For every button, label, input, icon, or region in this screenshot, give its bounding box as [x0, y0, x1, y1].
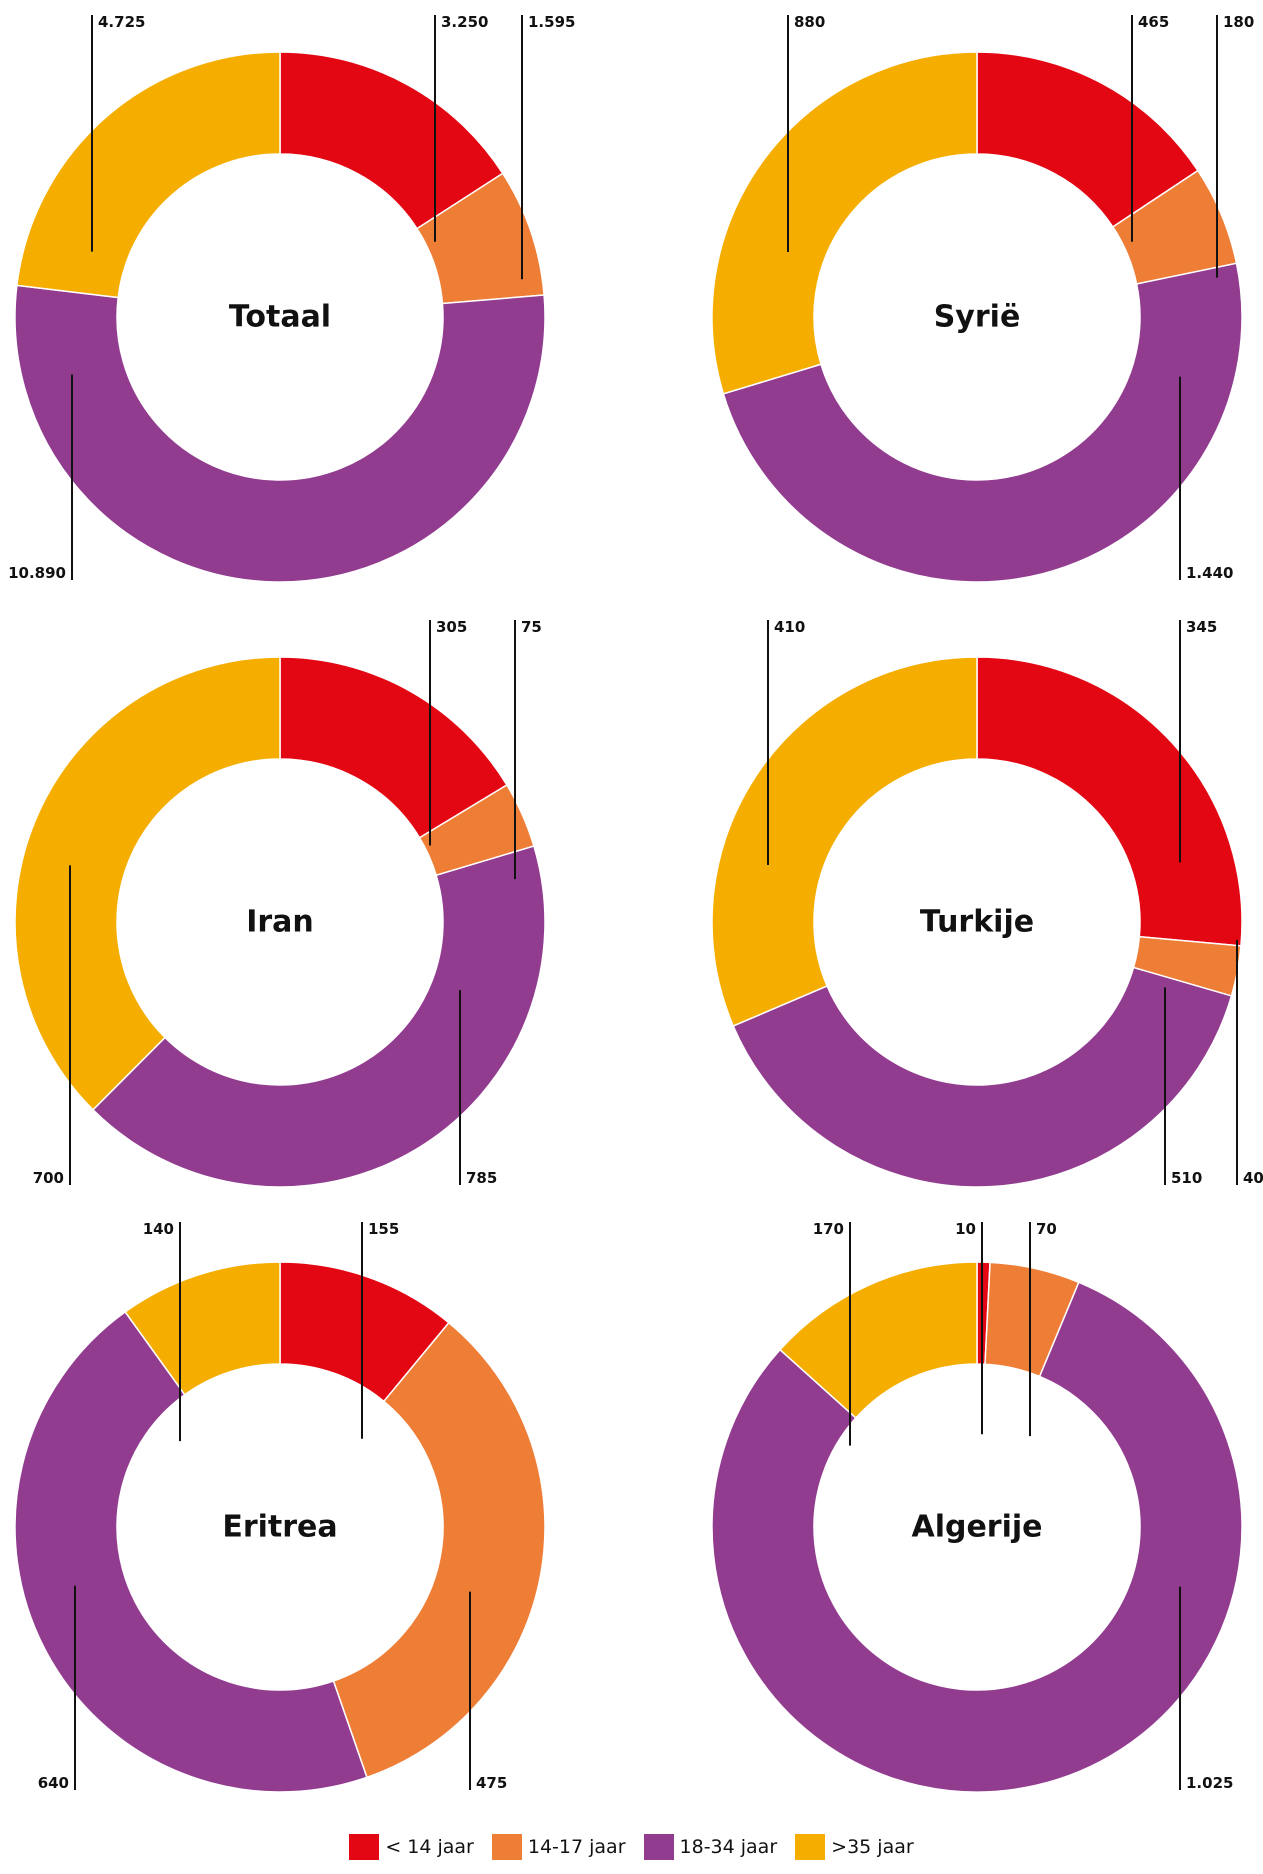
value-label-14-17: 75	[521, 618, 542, 636]
value-label-over-35: 880	[794, 13, 825, 31]
legend: < 14 jaar 14-17 jaar 18-34 jaar >35 jaar	[0, 1834, 1263, 1860]
donut-slice-18-34	[91, 845, 546, 1188]
donut-slice-under-14	[976, 656, 1243, 947]
legend-swatch-over-35	[795, 1834, 826, 1860]
value-label-under-14: 3.250	[441, 13, 488, 31]
legend-label-under-14: < 14 jaar	[385, 1836, 474, 1858]
legend-item-14-17: 14-17 jaar	[491, 1834, 626, 1860]
legend-label-over-35: >35 jaar	[831, 1836, 914, 1858]
value-label-under-14: 155	[368, 1220, 399, 1238]
legend-swatch-18-34	[643, 1834, 674, 1860]
donut-chart-1: Totaal 3.250 1.595 10.890 4.725	[8, 13, 575, 583]
value-label-14-17: 70	[1036, 1220, 1057, 1238]
donut-slice-over-35	[14, 656, 281, 1111]
value-label-under-14: 345	[1186, 618, 1217, 636]
donut-chart-6: Algerije 10 70 1.025 170	[711, 1220, 1243, 1793]
value-label-14-17: 40	[1243, 1169, 1263, 1187]
value-label-over-35: 410	[774, 618, 805, 636]
donut-slice-18-34	[14, 284, 546, 583]
donut-slice-18-34	[732, 966, 1233, 1188]
value-label-18-34: 1.025	[1186, 1774, 1233, 1792]
donut-slice-under-14	[279, 656, 508, 839]
value-label-over-35: 170	[813, 1220, 844, 1238]
value-label-14-17: 475	[476, 1774, 507, 1792]
value-label-18-34: 1.440	[1186, 564, 1233, 582]
value-label-over-35: 700	[33, 1169, 64, 1187]
donut-slice-18-34	[711, 1281, 1243, 1793]
value-label-over-35: 140	[143, 1220, 174, 1238]
donut-slice-over-35	[779, 1261, 978, 1419]
donut-slice-over-35	[124, 1261, 281, 1396]
legend-label-14-17: 14-17 jaar	[527, 1836, 626, 1858]
legend-label-18-34: 18-34 jaar	[679, 1836, 778, 1858]
legend-swatch-under-14	[349, 1834, 380, 1860]
legend-item-under-14: < 14 jaar	[349, 1834, 474, 1860]
value-label-under-14: 465	[1138, 13, 1169, 31]
value-label-18-34: 785	[466, 1169, 497, 1187]
donut-chart-5: Eritrea 155 475 640 140	[14, 1220, 546, 1793]
legend-item-18-34: 18-34 jaar	[643, 1834, 778, 1860]
donut-chart-3: Iran 305 75 785 700	[14, 618, 546, 1188]
donut-slice-over-35	[711, 51, 978, 395]
value-label-under-14: 10	[955, 1220, 976, 1238]
chart-title: Syrië	[934, 300, 1021, 335]
value-label-18-34: 640	[38, 1774, 69, 1792]
value-label-18-34: 10.890	[8, 564, 66, 582]
chart-title: Algerije	[911, 1510, 1042, 1545]
legend-item-over-35: >35 jaar	[795, 1834, 914, 1860]
donut-slice-18-34	[14, 1310, 368, 1793]
value-label-under-14: 305	[436, 618, 467, 636]
value-label-14-17: 1.595	[528, 13, 575, 31]
donut-slice-over-35	[16, 51, 281, 299]
value-label-18-34: 510	[1171, 1169, 1202, 1187]
chart-title: Eritrea	[222, 1510, 337, 1545]
chart-title: Iran	[246, 905, 314, 940]
chart-title: Turkije	[920, 905, 1034, 940]
donut-chart-2: Syrië 465 180 1.440 880	[711, 13, 1254, 583]
donut-chart-4: Turkije 345 40 510 410	[711, 618, 1263, 1188]
value-label-14-17: 180	[1223, 13, 1254, 31]
donut-slice-14-17	[332, 1321, 546, 1779]
value-label-over-35: 4.725	[98, 13, 145, 31]
donut-slice-over-35	[711, 656, 978, 1027]
legend-swatch-14-17	[491, 1834, 522, 1860]
chart-title: Totaal	[229, 300, 331, 335]
